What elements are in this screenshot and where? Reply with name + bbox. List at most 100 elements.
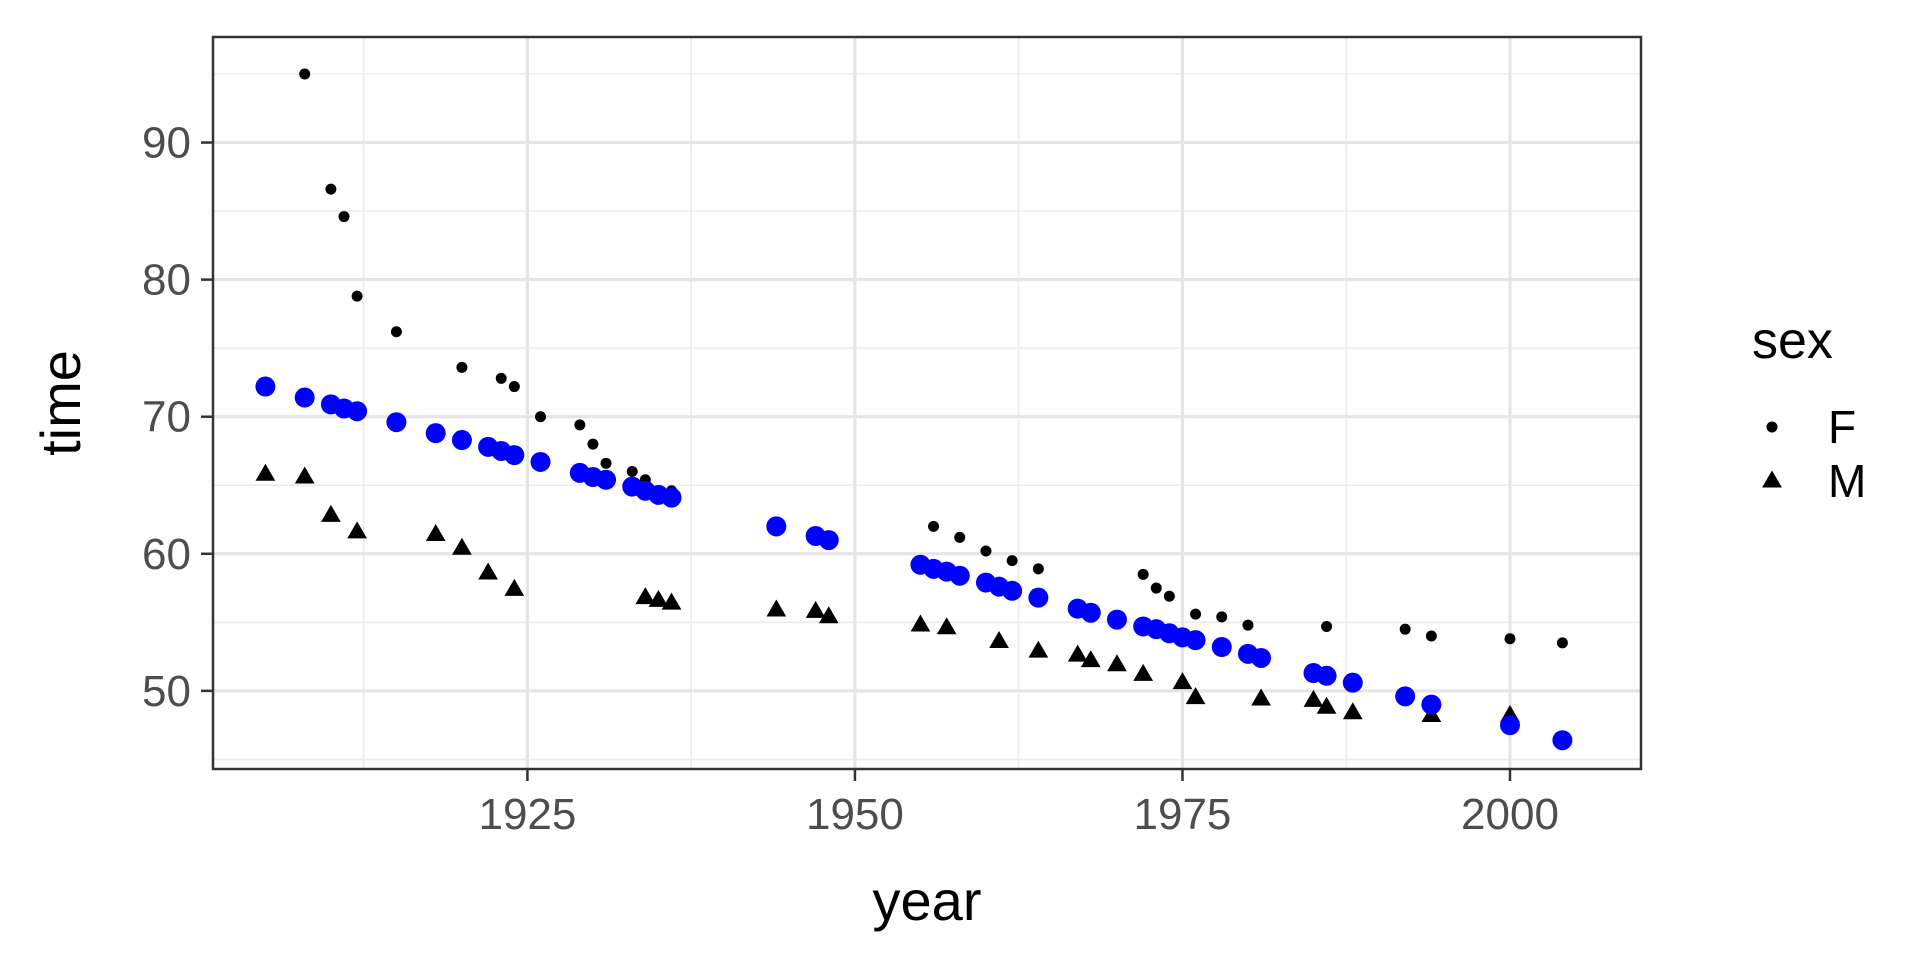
circle-point <box>351 290 363 302</box>
triangle-point <box>1107 654 1127 672</box>
circle-point <box>626 466 638 478</box>
data-points <box>255 68 1573 751</box>
circle-legend-key <box>1766 421 1778 433</box>
circle-point <box>1556 637 1568 649</box>
circle-point <box>535 411 547 423</box>
blue-point <box>347 401 368 422</box>
circle-point <box>299 68 311 80</box>
blue-point <box>596 469 617 490</box>
blue-point <box>1211 637 1232 657</box>
triangle-point <box>766 599 787 617</box>
triangle-point <box>425 524 446 542</box>
circle-point <box>325 183 337 195</box>
blue-point <box>1028 587 1049 608</box>
triangle-point <box>504 578 525 596</box>
triangle-point <box>1185 687 1206 705</box>
blue-point <box>1421 694 1442 715</box>
y-tick-label: 90 <box>142 119 191 168</box>
circle-point <box>1190 608 1202 620</box>
triangle-point <box>1303 689 1324 707</box>
circle-point <box>338 211 350 223</box>
plot-panel <box>213 37 1641 769</box>
blue-point <box>661 487 682 508</box>
series-3 <box>255 376 1573 751</box>
circle-point <box>954 531 966 543</box>
triangle-point <box>818 606 839 624</box>
legend: sex FM <box>1752 312 1866 507</box>
circle-point <box>980 545 992 557</box>
legend-entry: M <box>1762 455 1866 507</box>
series-1 <box>299 68 1568 649</box>
grid-lines <box>213 37 1641 769</box>
triangle-point <box>910 614 931 632</box>
triangle-point <box>321 504 341 522</box>
legend-entries: FM <box>1762 401 1866 507</box>
triangle-point <box>347 521 367 539</box>
triangle-point <box>936 617 957 635</box>
blue-point <box>949 565 970 586</box>
triangle-point <box>1316 696 1337 714</box>
blue-point <box>1106 609 1127 630</box>
blue-point <box>1002 580 1023 601</box>
blue-point <box>1499 715 1520 736</box>
triangle-point <box>255 463 276 481</box>
y-axis: 50 60 70 80 90 <box>142 119 213 716</box>
triangle-point <box>661 592 682 610</box>
blue-point <box>530 451 551 472</box>
circle-point <box>1242 619 1254 631</box>
blue-point <box>1316 665 1337 686</box>
blue-point <box>504 445 525 466</box>
circle-point <box>587 438 599 450</box>
legend-entry: F <box>1766 401 1856 453</box>
blue-point <box>255 376 276 397</box>
triangle-point <box>452 537 472 555</box>
circle-point <box>574 419 586 431</box>
legend-title: sex <box>1752 312 1833 370</box>
circle-point <box>1399 623 1411 635</box>
triangle-legend-key <box>1762 470 1782 488</box>
blue-point <box>766 516 787 537</box>
blue-point <box>1342 672 1363 693</box>
circle-point <box>1137 568 1149 580</box>
x-axis: 1925 1950 1975 2000 <box>478 769 1559 839</box>
circle-point <box>390 326 402 338</box>
blue-point <box>1552 730 1573 751</box>
circle-point <box>1006 555 1018 567</box>
triangle-point <box>1028 640 1049 658</box>
blue-point <box>294 387 315 408</box>
triangle-point <box>989 630 1009 648</box>
circle-point <box>1163 590 1175 602</box>
y-tick-label: 80 <box>142 256 191 305</box>
x-tick-label: 2000 <box>1461 790 1559 839</box>
blue-point <box>1080 602 1101 623</box>
circle-point <box>1150 582 1162 594</box>
legend-label: F <box>1828 401 1856 453</box>
circle-point <box>508 381 520 393</box>
blue-point <box>425 423 446 444</box>
y-tick-label: 60 <box>142 530 191 579</box>
circle-point <box>1321 620 1333 632</box>
triangle-point <box>1342 702 1363 720</box>
triangle-point <box>805 600 826 618</box>
triangle-point <box>1080 650 1101 668</box>
circle-point <box>1504 633 1516 645</box>
circle-point <box>1032 563 1044 575</box>
triangle-point <box>1133 663 1154 681</box>
triangle-point <box>1251 688 1271 706</box>
circle-point <box>600 457 612 469</box>
triangle-point <box>478 562 498 580</box>
blue-point <box>1395 686 1416 707</box>
panel-border <box>211 35 1643 771</box>
blue-point <box>451 430 472 451</box>
circle-point <box>456 361 468 373</box>
circle-point <box>1425 630 1437 642</box>
circle-point <box>928 520 940 532</box>
blue-point <box>1251 647 1272 668</box>
circle-point <box>495 372 507 384</box>
triangle-point <box>1172 672 1193 690</box>
triangle-point <box>648 589 669 607</box>
x-axis-title: year <box>873 869 982 932</box>
y-tick-label: 70 <box>142 393 191 442</box>
y-axis-title: time <box>29 350 92 456</box>
